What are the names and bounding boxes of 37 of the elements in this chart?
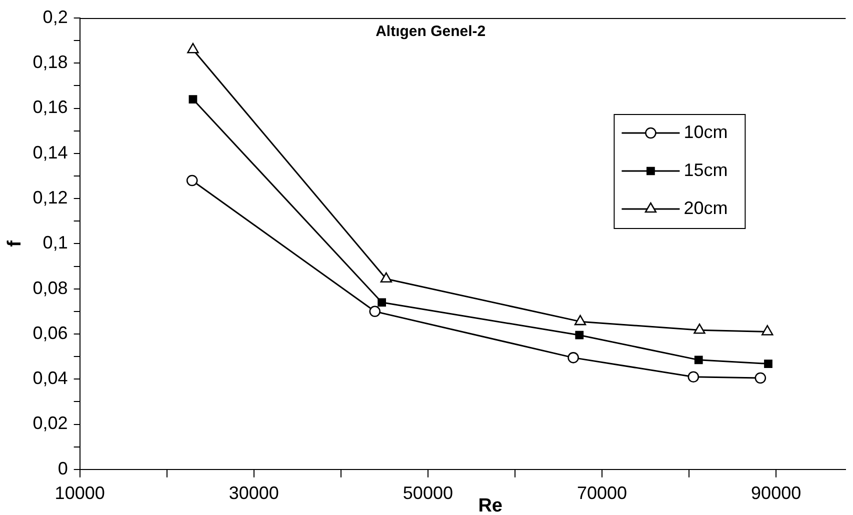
y-tick-label: 0,14: [32, 142, 68, 162]
legend-label: 15cm: [684, 160, 728, 180]
legend-label: 20cm: [684, 198, 728, 218]
point: [764, 360, 772, 368]
y-tick-label: 0,1: [42, 232, 68, 253]
chart-title: Altıgen Genel-2: [376, 23, 486, 40]
y-tick-label: 0,02: [32, 413, 68, 434]
point: [762, 325, 774, 336]
y-tick-label: 0,18: [32, 52, 68, 72]
x-tick-label: 10000: [54, 483, 105, 504]
y-tick-label: 0,12: [32, 188, 68, 208]
point: [694, 323, 706, 334]
y-tick-label: 0,04: [32, 368, 68, 388]
y-tick-label: 0,16: [32, 97, 68, 118]
y-tick-label: 0,08: [32, 278, 68, 298]
point: [369, 306, 381, 318]
point: [568, 352, 579, 364]
x-tick-label: 70000: [576, 483, 628, 504]
x-tick-label: 50000: [402, 483, 453, 504]
point: [187, 42, 199, 54]
point: [186, 174, 198, 186]
point: [575, 330, 584, 340]
point: [378, 298, 386, 307]
y-axis-title: f: [4, 240, 26, 247]
point: [754, 372, 766, 384]
x-tick-label: 90000: [751, 483, 802, 504]
x-axis-title: Re: [478, 496, 502, 515]
point: [380, 272, 392, 283]
y-tick-label: 0,06: [32, 322, 68, 343]
point: [574, 314, 586, 326]
legend-label: 10cm: [684, 122, 728, 142]
y-tick-label: 0,2: [42, 6, 68, 27]
point: [688, 371, 700, 383]
point: [188, 95, 198, 104]
point: [694, 356, 703, 364]
x-tick-label: 30000: [228, 483, 279, 504]
y-tick-label: 0: [58, 458, 68, 478]
